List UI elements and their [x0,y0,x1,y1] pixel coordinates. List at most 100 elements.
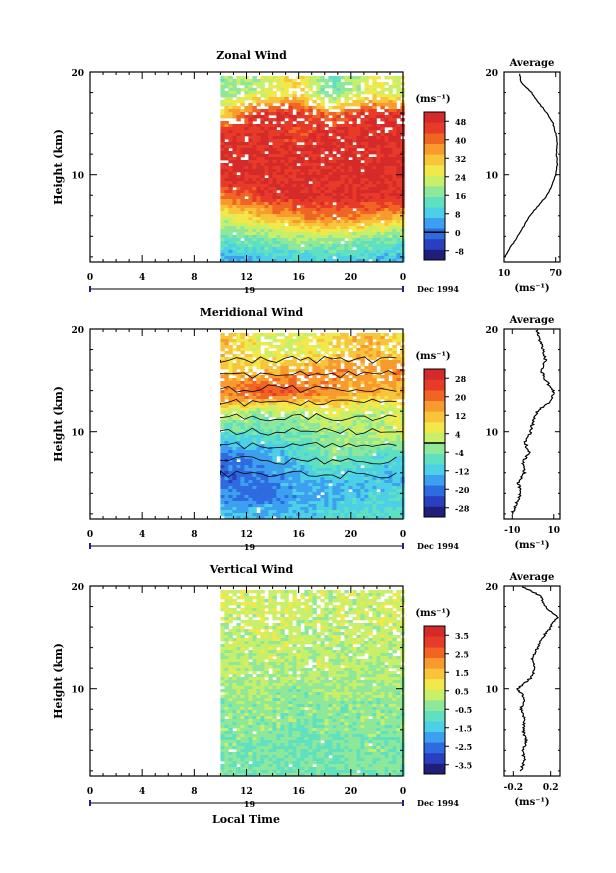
heatmap-cell [356,432,361,436]
heatmap-cell [376,468,381,472]
heatmap-cell [256,208,261,212]
heatmap-cell [256,151,261,155]
heatmap-cell [384,178,389,182]
heatmap-cell [360,336,365,340]
heatmap-cell [296,127,301,131]
heatmap-cell [224,408,229,412]
heatmap-cell [244,142,249,146]
heatmap-cell [264,169,269,173]
heatmap-cell [304,151,309,155]
heatmap-cell [320,142,325,146]
heatmap-cell [332,408,337,412]
heatmap-cell [332,190,337,194]
heatmap-cell [308,139,313,143]
heatmap-cell [352,363,357,367]
heatmap-cell [372,97,377,101]
heatmap-cell [352,172,357,176]
heatmap-cell [264,103,269,107]
heatmap-cell [312,369,317,373]
heatmap-cell [356,223,361,227]
heatmap-cell [360,453,365,457]
heatmap-cell [296,345,301,349]
heatmap-cell [316,208,321,212]
heatmap-cell [368,175,373,179]
heatmap-cell [392,465,397,469]
heatmap-cell [276,471,281,475]
heatmap-cell [268,438,273,442]
heatmap-cell [388,91,393,95]
heatmap-cell [356,256,361,260]
heatmap-cell [236,229,241,233]
heatmap-cell [248,97,253,101]
heatmap-cell [292,181,297,185]
heatmap-cell [396,250,401,254]
heatmap-cell [220,342,225,346]
heatmap-cell [300,112,305,116]
heatmap-cell [376,124,381,128]
heatmap-cell [364,408,369,412]
heatmap-cell [280,345,285,349]
heatmap-cell [228,136,233,140]
heatmap-cell [340,214,345,218]
heatmap-cell [384,202,389,206]
heatmap-cell [348,453,353,457]
heatmap-cell [272,100,277,104]
heatmap-cell [332,465,337,469]
heatmap-cell [284,396,289,400]
heatmap-cell [288,232,293,236]
heatmap-cell [340,130,345,134]
heatmap-cell [256,480,261,484]
heatmap-cell [380,489,385,493]
heatmap-cell [372,250,377,254]
heatmap-cell [260,145,265,149]
heatmap-cell [276,100,281,104]
heatmap-cell [328,444,333,448]
heatmap-cell [228,402,233,406]
heatmap-cell [236,438,241,442]
heatmap-cell [324,208,329,212]
heatmap-cell [240,145,245,149]
heatmap-cell [340,229,345,233]
heatmap-cell [272,148,277,152]
heatmap-cell [236,199,241,203]
heatmap-cell [264,390,269,394]
heatmap-cell [368,408,373,412]
heatmap-cell [372,381,377,385]
heatmap-cell [292,477,297,481]
heatmap-cell [332,441,337,445]
heatmap-cell [300,211,305,215]
heatmap-cell [352,175,357,179]
heatmap-cell [320,459,325,463]
heatmap-cell [380,369,385,373]
heatmap-cell [296,253,301,257]
heatmap-cell [268,411,273,415]
heatmap-cell [284,241,289,245]
heatmap-cell [324,384,329,388]
heatmap-cell [388,118,393,122]
heatmap-cell [260,199,265,203]
heatmap-cell [380,166,385,170]
heatmap-cell [236,151,241,155]
heatmap-cell [292,420,297,424]
heatmap-cell [296,199,301,203]
heatmap-cell [300,106,305,110]
heatmap-cell [348,79,353,83]
heatmap-cell [220,157,225,161]
heatmap-cell [248,94,253,98]
heatmap-cell [316,172,321,176]
heatmap-cell [368,76,373,80]
heatmap-cell [236,112,241,116]
heatmap-cell [300,187,305,191]
heatmap-cell [384,387,389,391]
heatmap-cell [392,414,397,418]
heatmap-cell [244,411,249,415]
heatmap-cell [376,160,381,164]
heatmap-cell [232,459,237,463]
heatmap-cell [220,339,225,343]
heatmap-cell [324,196,329,200]
heatmap-cell [364,375,369,379]
heatmap-cell [256,381,261,385]
heatmap-cell [224,345,229,349]
heatmap-cell [328,474,333,478]
